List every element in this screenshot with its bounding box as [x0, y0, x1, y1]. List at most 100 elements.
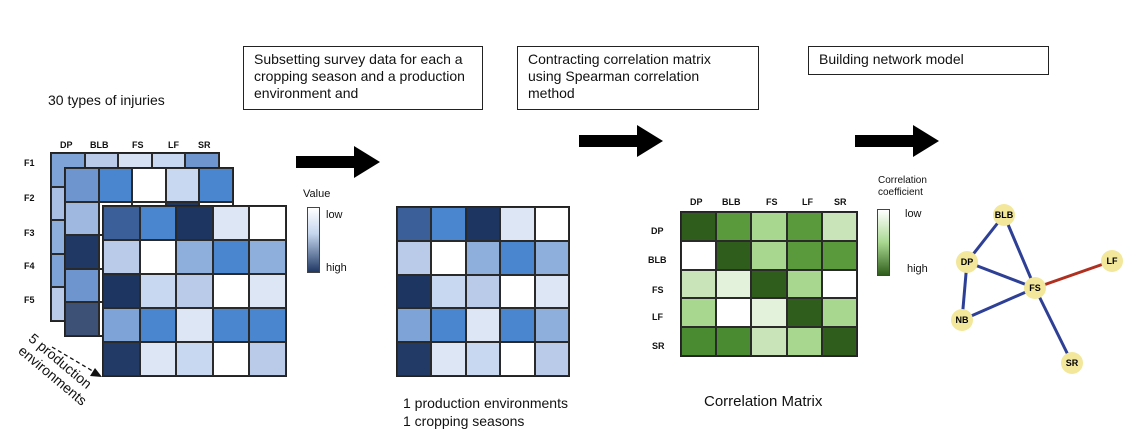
step-subset-box: Subsetting survey data for each a croppi…	[243, 46, 483, 110]
value-legend-low: low	[326, 209, 343, 221]
column-label: LF	[168, 140, 179, 150]
arrow-right-icon	[296, 146, 380, 178]
corr-legend-high: high	[907, 263, 928, 275]
column-label: LF	[802, 197, 813, 207]
matrix-cell	[751, 298, 787, 328]
network-edge	[961, 286, 1036, 322]
matrix-cell	[465, 308, 501, 343]
network-node	[956, 251, 978, 273]
row-label: F3	[24, 228, 35, 238]
node-label: SR	[1066, 358, 1079, 368]
matrix-cell	[103, 240, 140, 274]
matrix-cell	[176, 206, 213, 240]
matrix-cell	[716, 298, 752, 328]
matrix-cell	[716, 327, 752, 356]
value-legend-title: Value	[303, 188, 331, 200]
matrix-cell	[534, 274, 569, 309]
corr-row-headers: DP BLB FS LF SR	[646, 226, 676, 356]
matrix-cell	[431, 240, 466, 275]
row-label: BLB	[648, 255, 667, 265]
left-row-headers: F1 F2 F3 F4 F5	[24, 158, 44, 308]
matrix-cell	[139, 240, 177, 274]
matrix-cell	[500, 342, 535, 376]
step-correlation-box: Contracting correlation matrix using Spe…	[517, 46, 759, 110]
matrix-cell	[786, 327, 822, 356]
matrix-cell	[681, 327, 717, 356]
matrix-cell	[103, 206, 140, 240]
network-node	[1061, 352, 1083, 374]
network-edge	[966, 260, 1036, 290]
node-label: FS	[1029, 283, 1041, 293]
matrix-cell	[212, 342, 250, 376]
corr-legend-low: low	[905, 208, 922, 220]
matrix-cell	[681, 298, 717, 328]
matrix-cell	[681, 240, 717, 270]
left-column-headers: DP BLB FS LF SR	[58, 140, 228, 152]
matrix-cell	[176, 308, 213, 342]
matrix-cell	[249, 206, 286, 240]
matrix-cell	[212, 240, 250, 274]
network-edge	[1002, 214, 1037, 289]
matrix-cell	[176, 342, 213, 376]
row-label: F5	[24, 295, 35, 305]
column-label: DP	[690, 197, 703, 207]
matrix-cell	[65, 168, 99, 202]
node-label: DP	[961, 257, 974, 267]
matrix-cell	[249, 240, 286, 274]
column-label: DP	[60, 140, 73, 150]
column-label: SR	[198, 140, 211, 150]
matrix-cell	[465, 240, 501, 275]
corr-legend-title: Correlation coefficient	[878, 175, 927, 198]
matrix-cell	[98, 168, 133, 202]
row-label: F2	[24, 193, 35, 203]
row-label: FS	[652, 285, 664, 295]
value-legend-bar	[307, 207, 320, 273]
matrix-cell	[534, 308, 569, 343]
arrow-right-icon	[855, 125, 939, 157]
matrix-cell	[786, 212, 822, 241]
matrix-cell	[500, 240, 535, 275]
network-node	[951, 309, 973, 331]
network-edge	[1034, 259, 1113, 290]
row-label: SR	[652, 341, 665, 351]
node-label: BLB	[995, 210, 1014, 220]
matrix-cell	[751, 327, 787, 356]
matrix-cell	[681, 269, 717, 299]
matrix-cell	[821, 212, 857, 241]
stack-matrix-front	[102, 205, 287, 377]
network-node	[1024, 277, 1046, 299]
matrix-cell	[534, 342, 569, 376]
step-network-box: Building network model	[808, 46, 1049, 75]
corr-legend-bar	[877, 209, 890, 276]
matrix-cell	[821, 298, 857, 328]
arrow-right-icon	[579, 125, 663, 157]
matrix-cell	[397, 308, 432, 343]
matrix-cell	[465, 207, 501, 241]
row-label: F1	[24, 158, 35, 168]
matrix-cell	[465, 342, 501, 376]
matrix-cell	[716, 269, 752, 299]
matrix-cell	[786, 240, 822, 270]
matrix-cell	[65, 268, 99, 303]
injuries-title: 30 types of injuries	[48, 92, 165, 108]
dashed-arrow-icon	[51, 346, 102, 377]
matrix-cell	[103, 308, 140, 342]
correlation-matrix	[680, 211, 858, 357]
matrix-cell	[431, 342, 466, 376]
column-label: BLB	[722, 197, 741, 207]
matrix-cell	[139, 342, 177, 376]
matrix-cell	[681, 212, 717, 241]
matrix-cell	[751, 212, 787, 241]
matrix-cell	[165, 168, 200, 202]
matrix-cell	[65, 201, 99, 236]
matrix-cell	[821, 327, 857, 356]
step-network-text: Building network model	[819, 51, 964, 67]
column-label: BLB	[90, 140, 109, 150]
corr-column-headers: DP BLB FS LF SR	[680, 197, 860, 209]
network-graph: BLB DP LF FS NB SR	[951, 204, 1123, 374]
subset-matrix	[396, 206, 570, 377]
matrix-cell	[716, 212, 752, 241]
matrix-cell	[249, 308, 286, 342]
network-node	[1101, 250, 1123, 272]
matrix-cell	[465, 274, 501, 309]
